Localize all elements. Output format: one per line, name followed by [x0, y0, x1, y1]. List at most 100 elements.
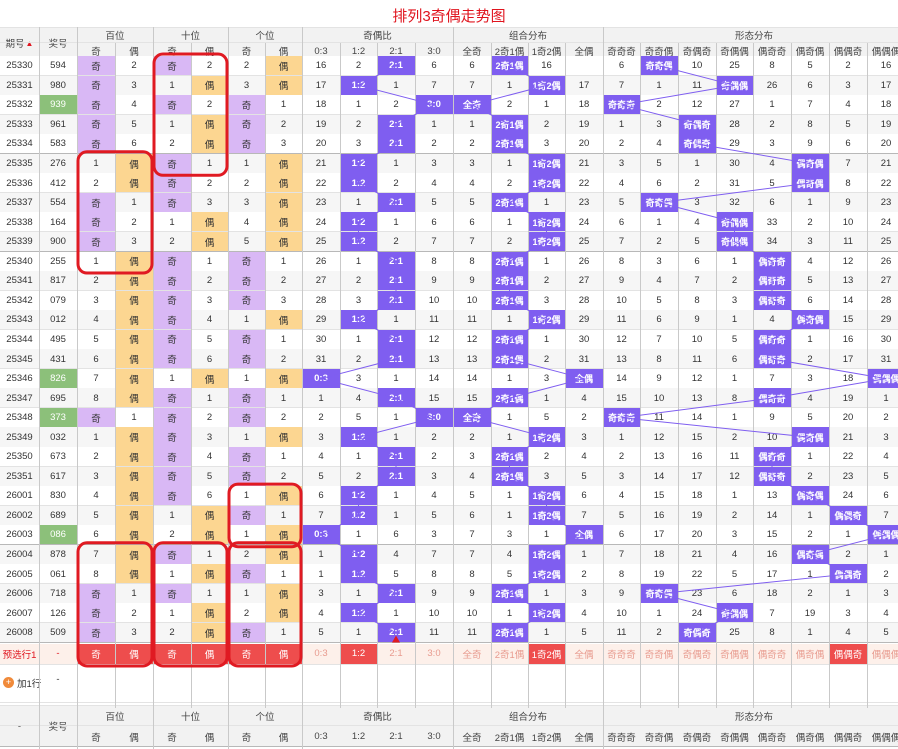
omit-cell: 9: [603, 583, 640, 604]
predict-option[interactable]: 2:1: [377, 643, 415, 664]
omit-cell: 7: [415, 231, 453, 252]
omit-cell: 8: [829, 173, 867, 193]
predict-option[interactable]: 偶偶奇: [829, 643, 867, 664]
omit-cell: 1: [791, 505, 829, 526]
omit-cell: 1: [265, 95, 302, 115]
predict-option[interactable]: 偶: [265, 643, 302, 664]
predict-option[interactable]: 偶: [115, 643, 153, 664]
hit-cell: 奇: [228, 564, 265, 584]
omit-cell: 2: [791, 583, 829, 604]
omit-cell: 16: [753, 544, 791, 565]
predict-option[interactable]: 奇: [153, 643, 191, 664]
omit-cell: 24: [829, 486, 867, 506]
omit-cell: 15: [829, 310, 867, 330]
omit-cell: 31: [565, 349, 603, 369]
omit-cell: 7: [453, 75, 491, 96]
omit-cell: 3: [791, 368, 829, 389]
prize-cell: 032: [39, 427, 77, 447]
omit-cell: 5: [603, 192, 640, 213]
omit-cell: 1: [603, 427, 640, 447]
omit-cell: 5: [640, 290, 678, 311]
omit-cell: 8: [77, 564, 115, 584]
omit-cell: 1: [716, 486, 753, 506]
combo-trend-line: [470, 65, 586, 634]
hit-cell: 奇: [153, 56, 191, 76]
omit-cell: 2: [228, 173, 265, 193]
prize-cell: 086: [39, 525, 77, 545]
predict-option[interactable]: 偶偶偶: [867, 643, 898, 664]
omit-cell: 2: [640, 622, 678, 643]
omit-cell: 13: [678, 388, 716, 408]
header-sub: 奇: [77, 43, 115, 59]
predict-option[interactable]: 奇奇偶: [640, 643, 678, 664]
omit-cell: 19: [678, 505, 716, 526]
omit-cell: 9: [415, 271, 453, 291]
hit-cell: 偶: [265, 544, 302, 565]
hit-cell: 偶: [115, 427, 153, 447]
header-sub: 偶偶偶: [867, 43, 898, 59]
predict-option[interactable]: 1:2: [340, 643, 377, 664]
omit-cell: 12: [716, 466, 753, 487]
predict-option[interactable]: 奇奇奇: [603, 643, 640, 664]
predict-option[interactable]: 1奇2偶: [528, 643, 565, 664]
omit-cell: 15: [640, 486, 678, 506]
predict-option[interactable]: 偶奇奇: [753, 643, 791, 664]
predict-option[interactable]: 全奇: [453, 643, 491, 664]
omit-cell: 4: [340, 388, 377, 408]
predict-option[interactable]: 2奇1偶: [491, 643, 528, 664]
omit-cell: 2: [191, 173, 228, 193]
omit-cell: 31: [867, 349, 898, 369]
add-row-prize: -: [56, 674, 60, 685]
predict-option[interactable]: 0:3: [302, 643, 340, 664]
omit-cell: 18: [753, 583, 791, 604]
omit-cell: 1: [265, 329, 302, 350]
sort-icon[interactable]: ▲: [25, 38, 34, 48]
header-sub: 偶奇偶: [791, 43, 829, 59]
omit-cell: 16: [528, 56, 565, 76]
hit-cell: 奇: [153, 310, 191, 330]
omit-cell: 1: [340, 329, 377, 350]
omit-cell: 1: [528, 525, 565, 545]
header-sub: 偶奇奇: [753, 43, 791, 59]
omit-cell: 22: [829, 447, 867, 467]
hit-cell: 奇: [228, 290, 265, 311]
omit-cell: 1: [491, 75, 528, 96]
predict-option[interactable]: 奇偶奇: [678, 643, 716, 664]
hit-cell: 偶: [115, 525, 153, 545]
issue-cell: 26003: [0, 525, 39, 545]
omit-cell: 2: [191, 56, 228, 76]
header-group: 个位: [228, 705, 302, 726]
predict-option[interactable]: 3:0: [415, 643, 453, 664]
omit-cell: 4: [829, 622, 867, 643]
omit-cell: 6: [791, 75, 829, 96]
omit-cell: 2: [528, 447, 565, 467]
omit-cell: 19: [867, 114, 898, 135]
omit-cell: 5: [716, 564, 753, 584]
omit-cell: 1: [153, 75, 191, 96]
header-group: 个位: [228, 27, 302, 43]
omit-cell: 6: [716, 349, 753, 369]
omit-cell: 23: [829, 466, 867, 487]
omit-cell: 8: [753, 56, 791, 76]
omit-cell: 1: [265, 447, 302, 467]
omit-cell: 1: [528, 251, 565, 272]
hit-cell: 偶: [191, 75, 228, 96]
omit-cell: 1: [377, 427, 415, 447]
predict-option[interactable]: 奇偶偶: [716, 643, 753, 664]
grid-line: [0, 42, 898, 43]
omit-cell: 5: [791, 56, 829, 76]
omit-cell: 2: [565, 407, 603, 428]
hit-cell: 偶: [265, 583, 302, 604]
omit-cell: 2: [453, 427, 491, 447]
predict-option[interactable]: 偶奇偶: [791, 643, 829, 664]
predict-option[interactable]: 奇: [228, 643, 265, 664]
predict-option[interactable]: 全偶: [565, 643, 603, 664]
predict-option[interactable]: 偶: [191, 643, 228, 664]
omit-cell: 18: [867, 95, 898, 115]
omit-cell: 10: [678, 329, 716, 350]
add-row-button[interactable]: + 加1行: [3, 676, 41, 690]
hit-cell: 奇: [77, 231, 115, 252]
predict-option[interactable]: 奇: [77, 643, 115, 664]
omit-cell: 4: [415, 486, 453, 506]
omit-cell: 2: [153, 622, 191, 643]
